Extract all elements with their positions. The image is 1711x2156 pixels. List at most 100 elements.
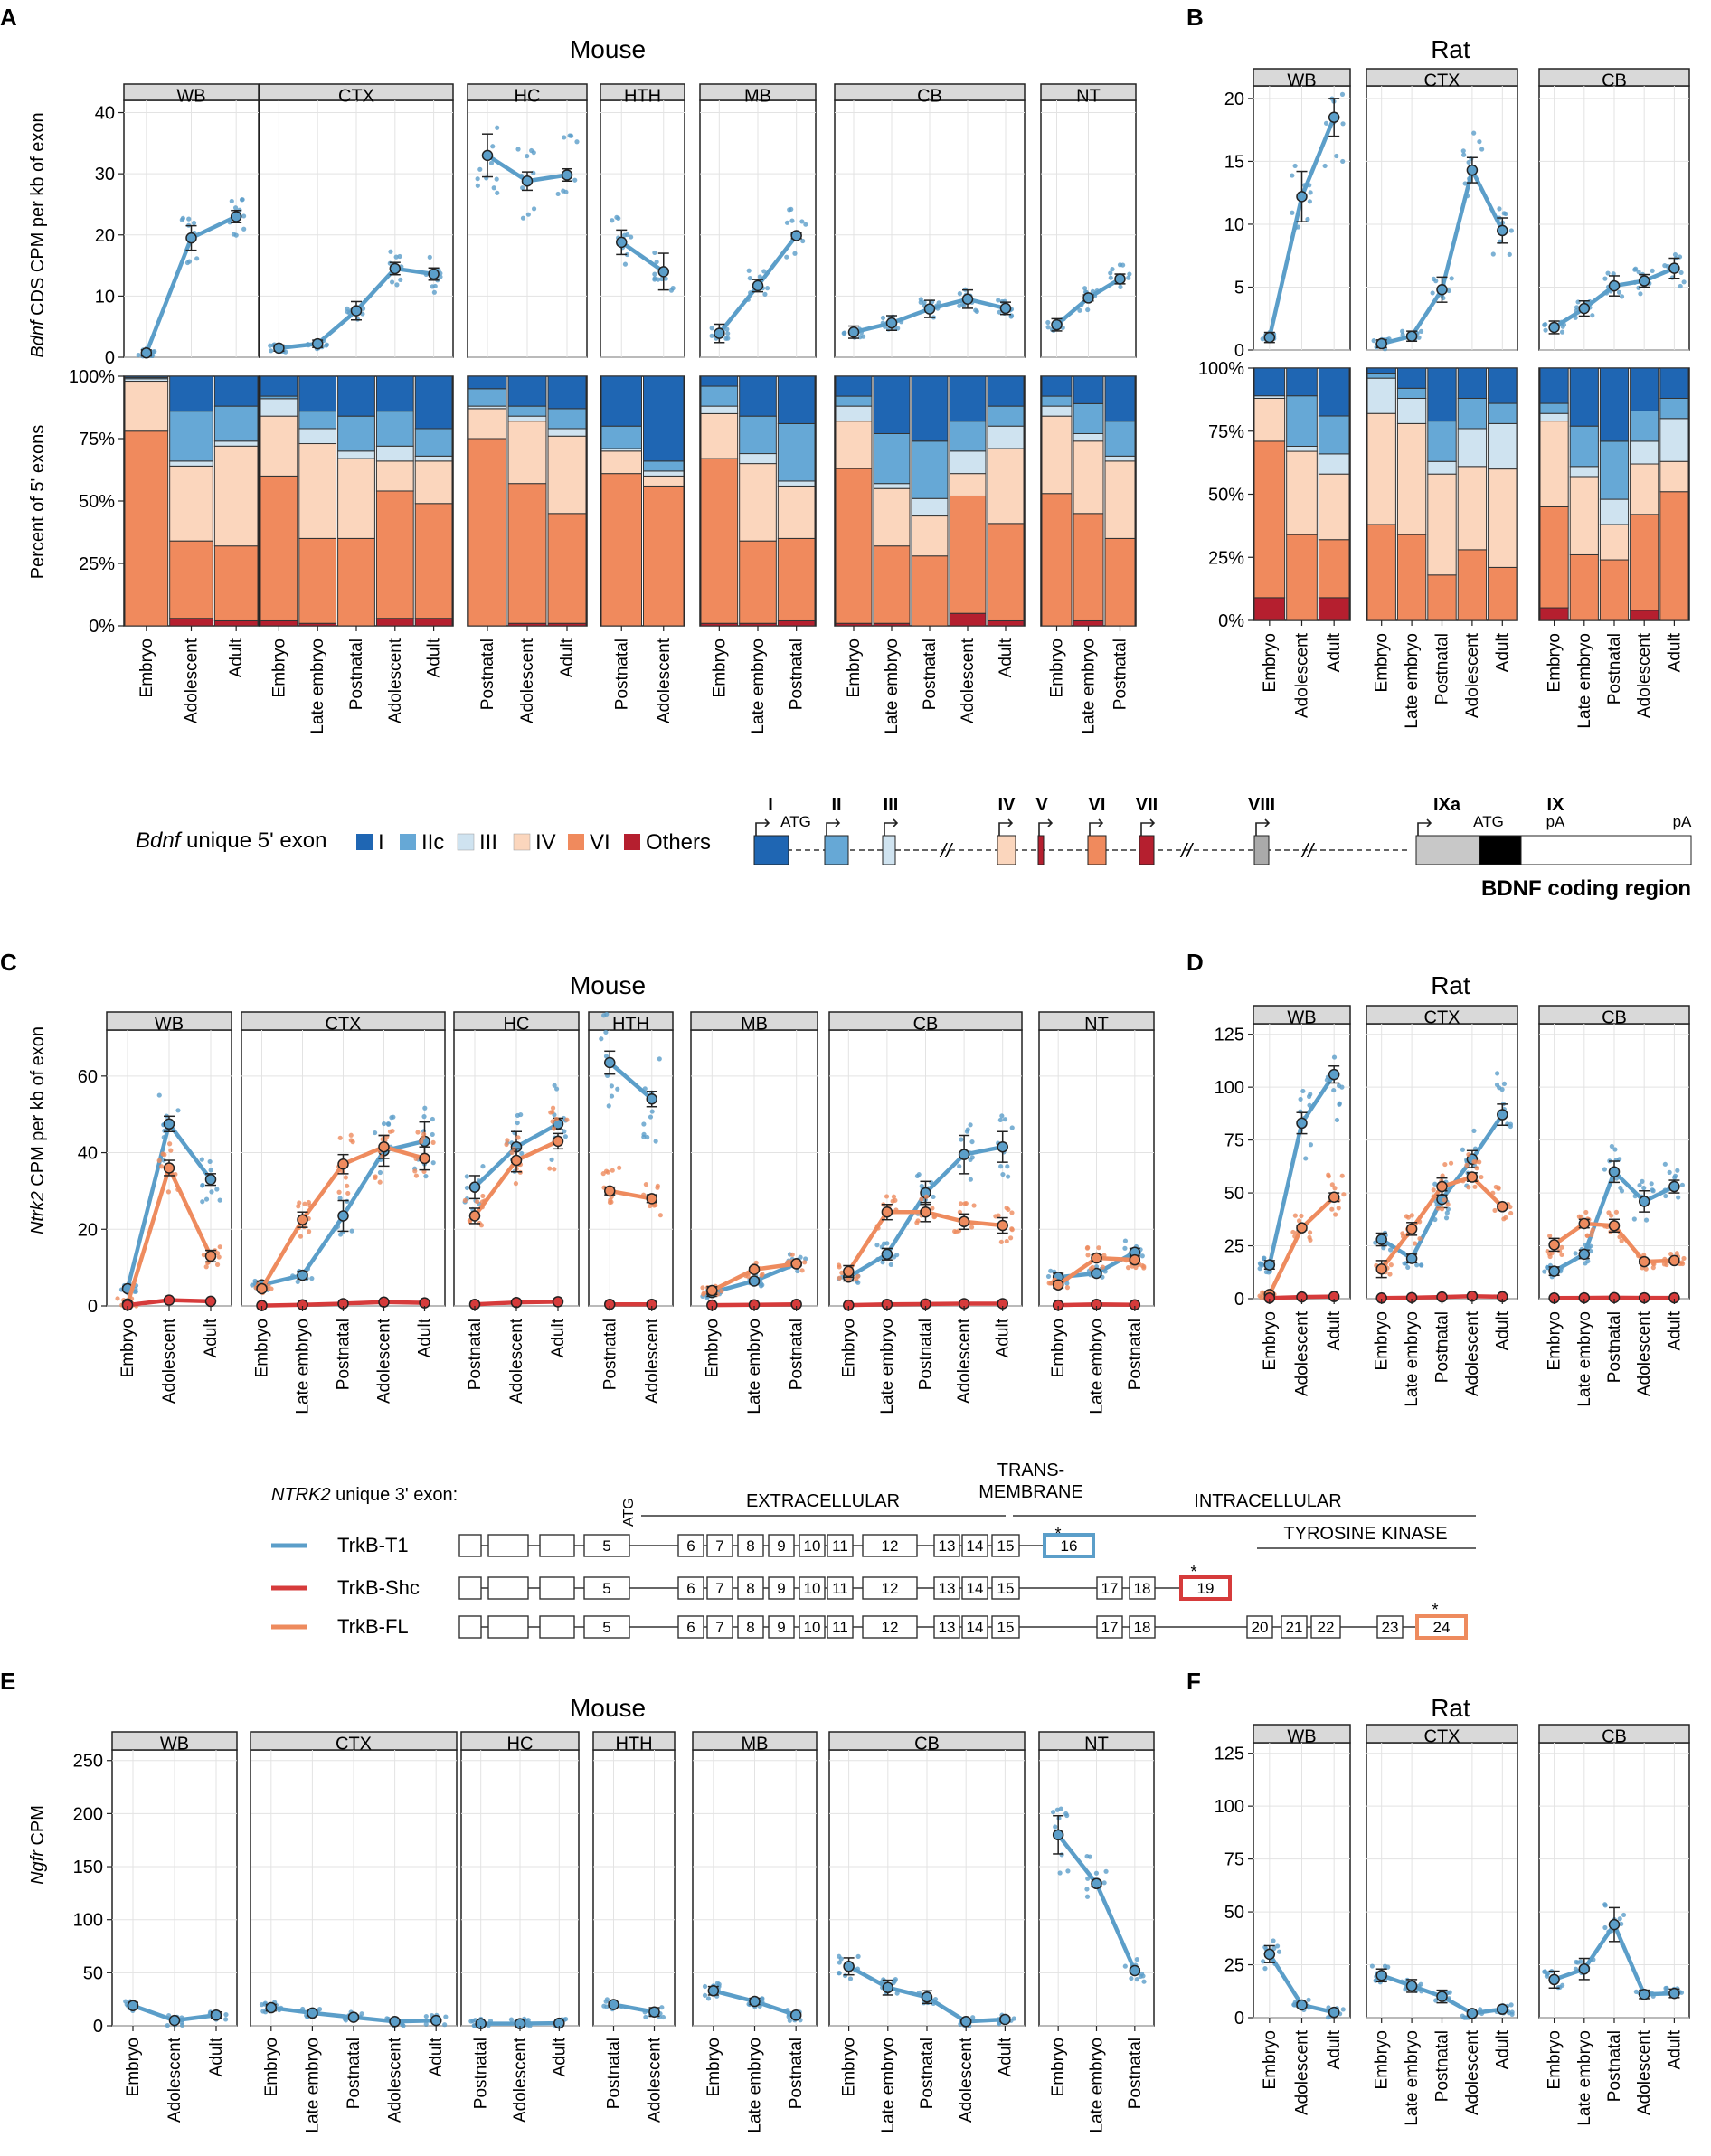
mean-point: [127, 2000, 139, 2011]
bar-segment-iv: [987, 448, 1025, 525]
bar-segment-vi: [260, 475, 298, 621]
data-point: [996, 298, 1001, 303]
legend-label-iii: III: [479, 830, 497, 855]
data-point: [552, 1083, 557, 1088]
data-point: [1440, 1173, 1445, 1178]
x-tick-label: Adult: [416, 1318, 435, 1357]
exon-box-14: [961, 1615, 988, 1639]
bar-segment-iii: [507, 415, 547, 422]
mean-point: [428, 268, 440, 280]
mean-point: [1608, 279, 1621, 292]
y-tick-label: 50: [1224, 1903, 1244, 1923]
bar-segment-vi: [987, 523, 1025, 621]
y-tick-label: 25%: [79, 554, 115, 574]
data-point: [1676, 1195, 1681, 1200]
mean-point: [1638, 1255, 1650, 1268]
data-point: [1292, 1213, 1298, 1218]
y-tick-label: 0%: [89, 617, 115, 637]
exon-iii-box: [882, 835, 896, 865]
data-point: [1643, 1266, 1649, 1272]
exon-number-17: 17: [1101, 1580, 1119, 1597]
data-point: [1412, 1241, 1418, 1246]
data-point: [208, 1168, 213, 1173]
bar-segment-i: [1104, 375, 1136, 422]
bar-segment-i: [777, 375, 816, 424]
data-point: [1050, 1810, 1056, 1815]
exon-number-14: 14: [967, 1619, 984, 1636]
x-tick-label: Embryo: [840, 2038, 859, 2096]
mean-point: [997, 1140, 1008, 1153]
y-tick-label: 75%: [1208, 422, 1244, 442]
data-point: [969, 1139, 975, 1145]
exon-box-10: [799, 1615, 826, 1639]
x-tick-label: Adult: [1325, 1310, 1344, 1350]
exon-label-viii: VIII: [1248, 795, 1275, 815]
facet-strip: [588, 1011, 674, 1031]
data-point: [614, 214, 619, 220]
data-point: [1668, 1251, 1674, 1257]
data-point: [652, 250, 657, 256]
bar-segment-iii: [414, 455, 453, 462]
data-point: [1633, 1989, 1639, 1994]
bar-segment-i: [1253, 367, 1286, 397]
data-point: [1122, 1238, 1129, 1243]
bar-segment-vi: [1630, 514, 1659, 611]
data-point: [550, 1105, 556, 1111]
exon-number-9: 9: [777, 1619, 785, 1636]
bar-segment-iic: [1630, 410, 1659, 442]
bar-segment-others: [777, 619, 816, 627]
bar-segment-i: [1569, 367, 1599, 427]
data-point: [1678, 1990, 1685, 1995]
data-point: [180, 215, 185, 221]
mean-point: [1082, 292, 1094, 304]
data-point: [714, 1981, 721, 1986]
bar-segment-i: [1488, 367, 1517, 404]
data-point: [1508, 1123, 1513, 1130]
data-point: [1419, 1262, 1424, 1268]
x-tick-label: Late embryo: [883, 638, 902, 734]
mean-point: [1608, 1166, 1621, 1177]
data-point: [468, 2019, 474, 2024]
x-tick-label: Postnatal: [1433, 1311, 1452, 1383]
data-point: [1306, 1997, 1311, 2002]
mean-point: [1548, 321, 1560, 334]
y-tick-label: 100%: [1198, 359, 1244, 379]
data-point: [1501, 1081, 1508, 1086]
x-tick-label: Late embryo: [1088, 1319, 1107, 1414]
data-point: [803, 222, 808, 227]
bar-segment-iv: [1366, 412, 1396, 525]
bar-segment-others: [375, 618, 414, 627]
data-point: [345, 1198, 350, 1204]
mean-point: [1052, 1829, 1064, 1841]
data-point: [1681, 1255, 1687, 1262]
data-point: [1296, 1218, 1302, 1224]
bar-segment-iv: [835, 421, 873, 469]
data-point: [880, 1260, 885, 1265]
data-point: [223, 2012, 229, 2018]
data-point: [1082, 286, 1088, 291]
data-point: [764, 286, 770, 291]
exon-label-ix: IX: [1547, 795, 1565, 815]
bar-segment-iic: [1457, 397, 1488, 430]
bar-segment-iic: [911, 440, 949, 499]
bar-segment-i: [1539, 367, 1569, 404]
data-point: [203, 1196, 210, 1202]
facet-label-wb: WB: [1287, 1007, 1316, 1027]
data-point: [1602, 1924, 1608, 1931]
series-line-bdnf: [619, 241, 666, 274]
data-point: [759, 1272, 764, 1278]
x-tick-label: Adult: [207, 2037, 226, 2076]
data-point: [123, 1999, 128, 2004]
exon-number-9: 9: [777, 1537, 785, 1555]
data-point: [385, 1121, 392, 1127]
data-point: [1501, 211, 1507, 216]
mean-point: [350, 305, 363, 317]
x-tick-label: Adolescent: [165, 2037, 184, 2123]
bar-segment-iii: [1366, 377, 1396, 414]
data-point: [653, 1202, 658, 1208]
data-point: [1339, 1173, 1345, 1178]
data-point: [1290, 1229, 1296, 1235]
data-point: [888, 1262, 893, 1267]
data-point: [930, 1206, 935, 1211]
facet-label-wb: WB: [1287, 71, 1316, 90]
